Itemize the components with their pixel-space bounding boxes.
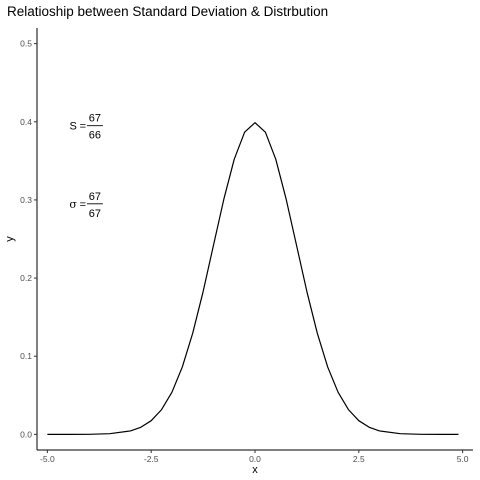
annotation: σ =67 67: [69, 191, 103, 220]
y-tick-label: 0.2: [20, 273, 32, 283]
y-tick-label: 0.3: [20, 195, 32, 205]
y-tick-label: 0.5: [20, 39, 32, 49]
annotation-symbol: σ: [69, 198, 77, 211]
annotation-denominator: 67: [89, 208, 101, 220]
y-tick-label: 0.4: [20, 117, 32, 127]
y-axis-title: y: [4, 236, 16, 242]
y-tick-label: 0.1: [20, 351, 32, 361]
x-tick-label: 5.0: [457, 454, 469, 464]
chart-title: Relatioship between Standard Deviation &…: [7, 4, 328, 19]
annotation-numerator: 67: [89, 191, 101, 203]
ticks: -5.0 -2.5 0.0 2.5 5.0 0.0 0.1 0.2 0.3 0.4 0.5: [20, 39, 469, 464]
density-line: [47, 122, 459, 435]
annotation-numerator: 67: [89, 113, 101, 125]
annotation-equals: =: [80, 199, 86, 211]
x-axis-title: x: [252, 464, 258, 476]
series: [47, 122, 459, 435]
axes: [36, 28, 473, 451]
annotation-equals: =: [80, 121, 86, 133]
annotation: S =67 66: [70, 113, 103, 142]
annotation-denominator: 66: [89, 130, 101, 142]
annotation-symbol: S: [70, 121, 77, 133]
y-tick-label: 0.0: [20, 429, 32, 439]
x-tick-label: -5.0: [40, 454, 55, 464]
x-tick-label: 0.0: [249, 454, 261, 464]
x-tick-label: 2.5: [353, 454, 365, 464]
x-tick-label: -2.5: [144, 454, 159, 464]
